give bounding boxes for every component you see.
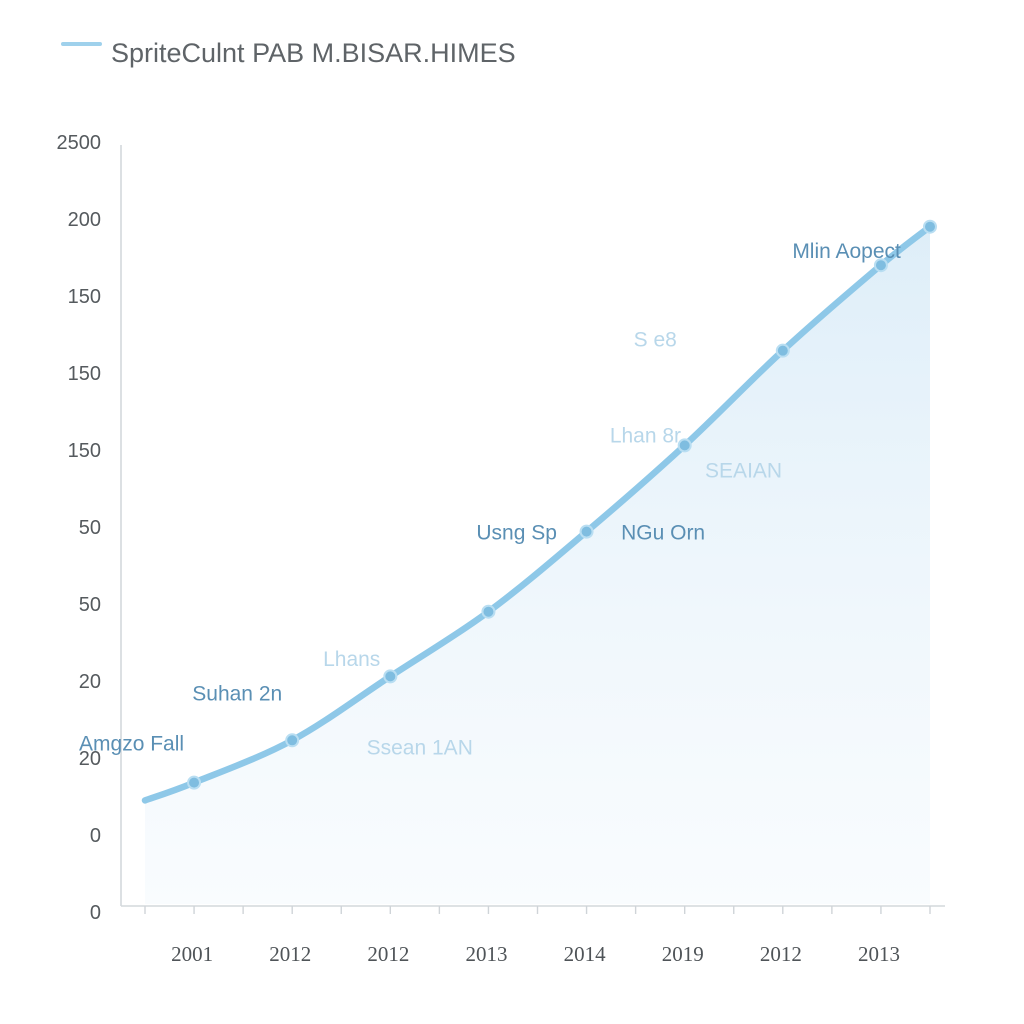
area-fill	[145, 226, 930, 904]
data-point	[677, 438, 692, 453]
y-tick-labels: 0 0 20 20 50 50 150 150 150 200 2500	[57, 132, 102, 924]
annotation-label: Lhan 8r	[610, 425, 681, 448]
data-point	[579, 524, 594, 539]
x-tick-label: 2014	[564, 942, 607, 966]
x-tick-label: 2013	[858, 942, 900, 966]
x-tick-label: 2012	[269, 942, 311, 966]
x-tick-label: 2001	[171, 942, 213, 966]
y-tick-label: 2500	[57, 132, 102, 154]
annotation-label: S e8	[634, 328, 677, 351]
x-tick-labels: 2001 2012 2012 2013 2014 2019 2012 2013	[144, 906, 931, 966]
data-markers	[187, 219, 937, 790]
annotations: Amgzo Fall Suhan 2n Lhans Ssean 1AN Usng Sp N…	[79, 240, 901, 760]
annotation-label: NGu Orn	[621, 522, 705, 545]
data-point	[187, 775, 202, 790]
data-point	[775, 343, 790, 358]
x-tick-label: 2019	[662, 942, 704, 966]
x-tick-label: 2012	[367, 942, 409, 966]
annotation-label: Amgzo Fall	[79, 733, 184, 756]
annotation-label: Usng Sp	[476, 522, 557, 545]
annotation-label: Mlin Aopect	[792, 240, 901, 263]
y-tick-label: 150	[68, 363, 101, 385]
y-tick-label: 20	[79, 671, 101, 693]
data-point	[383, 669, 398, 684]
y-tick-label: 0	[90, 825, 101, 847]
y-tick-label: 50	[79, 517, 101, 539]
x-tick-label: 2012	[760, 942, 802, 966]
y-tick-label: 0	[90, 902, 101, 924]
data-point	[481, 604, 496, 619]
data-point	[923, 219, 937, 234]
annotation-label: Suhan 2n	[192, 683, 282, 706]
annotation-label: SEAIAN	[705, 459, 782, 482]
y-tick-label: 50	[79, 594, 101, 616]
y-tick-label: 20	[79, 748, 101, 770]
data-point	[873, 258, 888, 273]
y-tick-label: 150	[68, 440, 101, 462]
axes	[120, 145, 945, 907]
data-point	[285, 733, 300, 748]
x-tick-label: 2013	[465, 942, 507, 966]
annotation-label: Lhans	[323, 648, 380, 671]
legend: SpriteCulnt PAB M.BISAR.HIMES	[61, 38, 516, 68]
series-line	[141, 223, 934, 804]
y-tick-label: 150	[68, 286, 101, 308]
legend-label: SpriteCulnt PAB M.BISAR.HIMES	[111, 38, 516, 68]
y-tick-label: 200	[68, 209, 101, 231]
annotation-label: Ssean 1AN	[367, 736, 473, 759]
